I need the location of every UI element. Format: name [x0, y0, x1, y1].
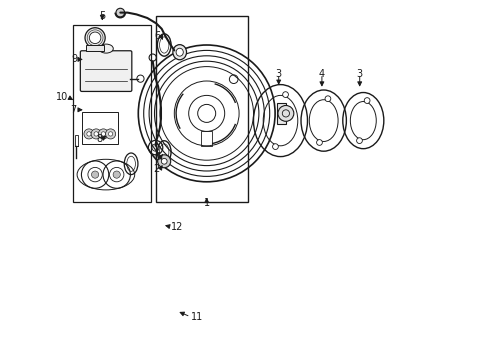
Circle shape	[364, 98, 369, 103]
Circle shape	[277, 105, 293, 121]
Ellipse shape	[176, 48, 183, 56]
Text: 7: 7	[70, 105, 76, 115]
Circle shape	[161, 158, 167, 164]
Bar	[75, 135, 78, 146]
Text: 3: 3	[275, 69, 281, 79]
Bar	[201, 131, 212, 146]
Circle shape	[101, 132, 105, 136]
Circle shape	[116, 8, 124, 17]
Circle shape	[94, 132, 98, 136]
Circle shape	[98, 129, 108, 139]
Text: 2: 2	[153, 164, 160, 174]
Text: 4: 4	[318, 69, 325, 79]
Circle shape	[91, 171, 99, 178]
Text: 12: 12	[170, 222, 183, 232]
Ellipse shape	[99, 44, 113, 53]
Circle shape	[356, 138, 362, 144]
Text: 6: 6	[155, 31, 161, 41]
Text: 9: 9	[71, 54, 77, 64]
Circle shape	[91, 129, 101, 139]
Text: 1: 1	[203, 198, 209, 208]
Circle shape	[325, 96, 330, 102]
Circle shape	[89, 32, 101, 44]
Circle shape	[105, 129, 115, 139]
Text: 8: 8	[96, 134, 102, 144]
Circle shape	[85, 28, 105, 48]
Circle shape	[272, 144, 278, 149]
Circle shape	[84, 129, 94, 139]
Text: 6: 6	[155, 152, 161, 162]
Circle shape	[113, 171, 120, 178]
Text: 11: 11	[190, 312, 203, 322]
Text: 3: 3	[356, 69, 362, 79]
Bar	[276, 103, 285, 124]
Bar	[81, 112, 118, 144]
Circle shape	[316, 140, 322, 145]
Circle shape	[87, 132, 91, 136]
Circle shape	[282, 92, 288, 98]
Text: 5: 5	[99, 11, 105, 21]
Circle shape	[158, 155, 170, 168]
Ellipse shape	[172, 45, 186, 60]
FancyBboxPatch shape	[80, 51, 132, 91]
Bar	[86, 45, 104, 51]
Circle shape	[108, 132, 113, 136]
Bar	[73, 25, 151, 202]
Bar	[156, 16, 247, 202]
Text: 10: 10	[56, 92, 68, 102]
